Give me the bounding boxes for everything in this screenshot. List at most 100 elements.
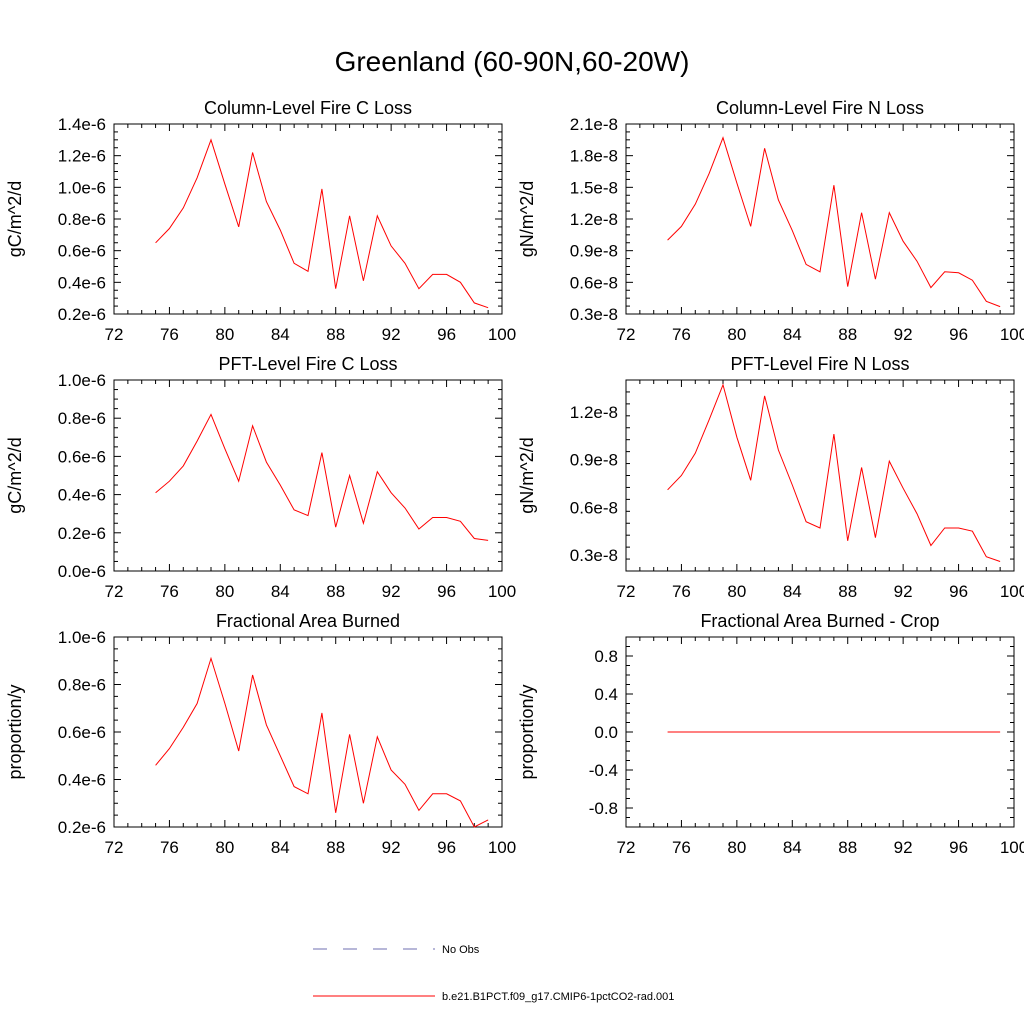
chart-panel-4: PFT-Level Fire N Loss gN/m^2/d 72 76 80 84 88 9… bbox=[517, 354, 1024, 601]
y-tick-label: -0.4 bbox=[589, 761, 618, 780]
y-tick-label: 1.5e-8 bbox=[570, 178, 618, 197]
x-tick-label: 88 bbox=[326, 325, 345, 344]
x-tick-label: 72 bbox=[617, 582, 636, 601]
x-tick-label: 80 bbox=[215, 325, 234, 344]
y-axis-label: gN/m^2/d bbox=[517, 181, 537, 257]
panel-title: Fractional Area Burned bbox=[216, 611, 400, 631]
y-tick-label: 1.2e-6 bbox=[58, 147, 106, 166]
x-tick-label: 88 bbox=[838, 325, 857, 344]
y-tick-label: 1.8e-8 bbox=[570, 147, 618, 166]
chart-panel-2: Column-Level Fire N Loss gN/m^2/d 72 76 80 84… bbox=[517, 98, 1024, 344]
y-tick-label: 0.6e-6 bbox=[58, 447, 106, 466]
x-tick-label: 92 bbox=[894, 582, 913, 601]
x-tick-label: 100 bbox=[488, 582, 516, 601]
plot-frame bbox=[113, 379, 503, 572]
x-tick-label: 88 bbox=[326, 582, 345, 601]
y-axis-label: proportion/y bbox=[517, 684, 537, 779]
y-tick-label: 0.6e-6 bbox=[58, 242, 106, 261]
series-line-1 bbox=[667, 383, 1001, 562]
x-tick-label: 88 bbox=[838, 838, 857, 857]
x-tick-label: 88 bbox=[838, 582, 857, 601]
panel-title: Fractional Area Burned - Crop bbox=[700, 611, 939, 631]
y-tick-label: 0.8 bbox=[594, 647, 618, 666]
y-tick-label: 0.2e-6 bbox=[58, 524, 106, 543]
panel-title: Column-Level Fire C Loss bbox=[204, 98, 412, 118]
chart-panel-1: Column-Level Fire C Loss gC/m^2/d 72 76 80 84… bbox=[5, 98, 516, 344]
y-tick-label: 0.2e-6 bbox=[58, 305, 106, 324]
panel-title: Column-Level Fire N Loss bbox=[716, 98, 924, 118]
y-tick-label: 0.8e-6 bbox=[58, 409, 106, 428]
x-tick-label: 84 bbox=[271, 838, 290, 857]
legend: No Obs b.e21.B1PCT.f09_g17.CMIP6-1pctCO2… bbox=[313, 944, 674, 1003]
x-tick-label: 88 bbox=[326, 838, 345, 857]
chart-panel-6: Fractional Area Burned - Crop proportion/… bbox=[517, 611, 1024, 857]
x-tick-label: 96 bbox=[437, 325, 456, 344]
x-tick-label: 80 bbox=[215, 838, 234, 857]
plot-frame bbox=[113, 123, 503, 315]
x-tick-label: 92 bbox=[382, 838, 401, 857]
x-tick-label: 80 bbox=[727, 325, 746, 344]
y-axis-label: gC/m^2/d bbox=[5, 181, 25, 257]
x-tick-label: 84 bbox=[783, 325, 802, 344]
x-tick-label: 84 bbox=[271, 582, 290, 601]
x-tick-label: 72 bbox=[105, 582, 124, 601]
y-tick-label: 1.0e-6 bbox=[58, 178, 106, 197]
x-tick-label: 72 bbox=[105, 325, 124, 344]
y-tick-label: 1.0e-6 bbox=[58, 371, 106, 390]
y-tick-label: -0.8 bbox=[589, 799, 618, 818]
x-tick-label: 72 bbox=[105, 838, 124, 857]
y-tick-label: 0.9e-8 bbox=[570, 451, 618, 470]
y-tick-label: 0.4e-6 bbox=[58, 273, 106, 292]
panel-title: PFT-Level Fire C Loss bbox=[218, 354, 397, 374]
y-tick-label: 0.4e-6 bbox=[58, 771, 106, 790]
x-tick-label: 80 bbox=[727, 582, 746, 601]
x-tick-label: 96 bbox=[949, 325, 968, 344]
x-tick-label: 92 bbox=[382, 325, 401, 344]
y-axis-label: gC/m^2/d bbox=[5, 437, 25, 513]
chart-panels: Column-Level Fire C Loss gC/m^2/d 72 76 80 84… bbox=[5, 98, 1024, 857]
chart-panel-5: Fractional Area Burned proportion/y 72 76 80… bbox=[5, 611, 516, 857]
y-tick-label: 0.3e-8 bbox=[570, 305, 618, 324]
x-tick-label: 76 bbox=[672, 325, 691, 344]
x-tick-label: 84 bbox=[783, 838, 802, 857]
y-tick-label: 0.6e-6 bbox=[58, 723, 106, 742]
x-tick-label: 96 bbox=[437, 582, 456, 601]
figure-title: Greenland (60-90N,60-20W) bbox=[334, 46, 690, 77]
legend-label-no-obs: No Obs bbox=[442, 944, 480, 956]
chart-panel-3: PFT-Level Fire C Loss gC/m^2/d 72 76 80 84 88 9… bbox=[5, 354, 516, 601]
x-tick-label: 100 bbox=[1000, 582, 1024, 601]
plot-frame bbox=[625, 123, 1015, 315]
y-axis-label: gN/m^2/d bbox=[517, 437, 537, 513]
x-tick-label: 84 bbox=[783, 582, 802, 601]
x-tick-label: 76 bbox=[160, 838, 179, 857]
series-line-1 bbox=[667, 136, 1001, 308]
y-tick-label: 1.2e-8 bbox=[570, 403, 618, 422]
x-tick-label: 72 bbox=[617, 838, 636, 857]
y-tick-label: 1.2e-8 bbox=[570, 210, 618, 229]
y-tick-label: 0.6e-8 bbox=[570, 498, 618, 517]
series-line-1 bbox=[155, 138, 489, 309]
y-tick-label: 0.8e-6 bbox=[58, 210, 106, 229]
panel-title: PFT-Level Fire N Loss bbox=[730, 354, 909, 374]
x-tick-label: 100 bbox=[1000, 838, 1024, 857]
x-tick-label: 96 bbox=[949, 582, 968, 601]
y-tick-label: 0.4e-6 bbox=[58, 486, 106, 505]
y-tick-label: 0.0e-6 bbox=[58, 562, 106, 581]
y-tick-label: 0.6e-8 bbox=[570, 273, 618, 292]
x-tick-label: 100 bbox=[488, 325, 516, 344]
y-tick-label: 0.2e-6 bbox=[58, 818, 106, 837]
x-tick-label: 76 bbox=[672, 582, 691, 601]
x-tick-label: 96 bbox=[437, 838, 456, 857]
x-tick-label: 80 bbox=[727, 838, 746, 857]
plot-frame bbox=[625, 379, 1015, 572]
x-tick-label: 92 bbox=[894, 325, 913, 344]
x-tick-label: 84 bbox=[271, 325, 290, 344]
x-tick-label: 72 bbox=[617, 325, 636, 344]
x-tick-label: 100 bbox=[1000, 325, 1024, 344]
y-tick-label: 0.9e-8 bbox=[570, 242, 618, 261]
y-tick-label: 0.4 bbox=[594, 685, 618, 704]
plot-frame bbox=[113, 636, 503, 828]
x-tick-label: 76 bbox=[160, 582, 179, 601]
y-tick-label: 2.1e-8 bbox=[570, 115, 618, 134]
